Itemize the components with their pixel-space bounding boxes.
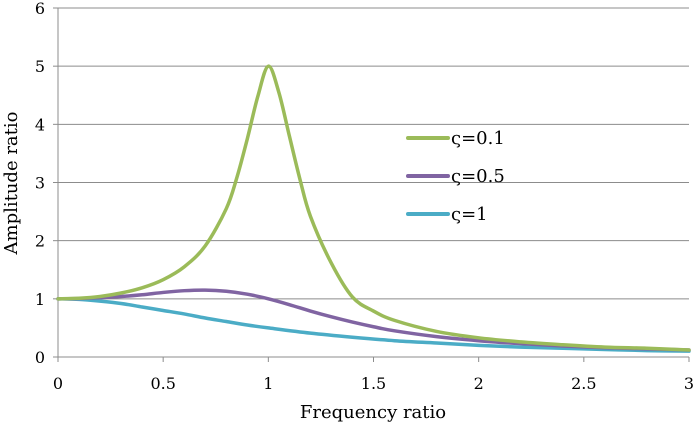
legend-label-1: ς=0.1 xyxy=(451,128,505,149)
y-tick-label: 2 xyxy=(35,232,45,251)
x-tick-label: 1.5 xyxy=(361,374,386,393)
legend: ς=0.1 ς=0.5 ς=1 xyxy=(406,128,505,225)
gridlines xyxy=(58,7,689,300)
y-tick-label: 5 xyxy=(35,57,45,76)
tick-labels: 0 1 2 3 4 5 6 0 0.5 1 1.5 2 2.5 3 xyxy=(35,0,694,393)
x-tick-label: 0.5 xyxy=(150,374,175,393)
x-tick-label: 3 xyxy=(684,374,694,393)
x-tick-label: 2 xyxy=(474,374,484,393)
y-tick-label: 3 xyxy=(35,174,45,193)
series-lines xyxy=(56,64,691,353)
x-tick-label: 0 xyxy=(53,374,63,393)
series-line-1 xyxy=(56,64,691,352)
y-tick-label: 4 xyxy=(35,115,45,134)
legend-label-2: ς=0.5 xyxy=(451,166,505,187)
series-line-3 xyxy=(56,297,691,353)
y-tick-label: 6 xyxy=(35,0,45,18)
x-tick-label: 2.5 xyxy=(571,374,596,393)
y-tick-label: 0 xyxy=(35,348,45,367)
y-axis-title: Amplitude ratio xyxy=(1,112,22,256)
x-tick-label: 1 xyxy=(263,374,273,393)
x-axis-title: Frequency ratio xyxy=(300,402,446,423)
legend-label-3: ς=1 xyxy=(451,204,488,225)
y-tick-label: 1 xyxy=(35,290,45,309)
